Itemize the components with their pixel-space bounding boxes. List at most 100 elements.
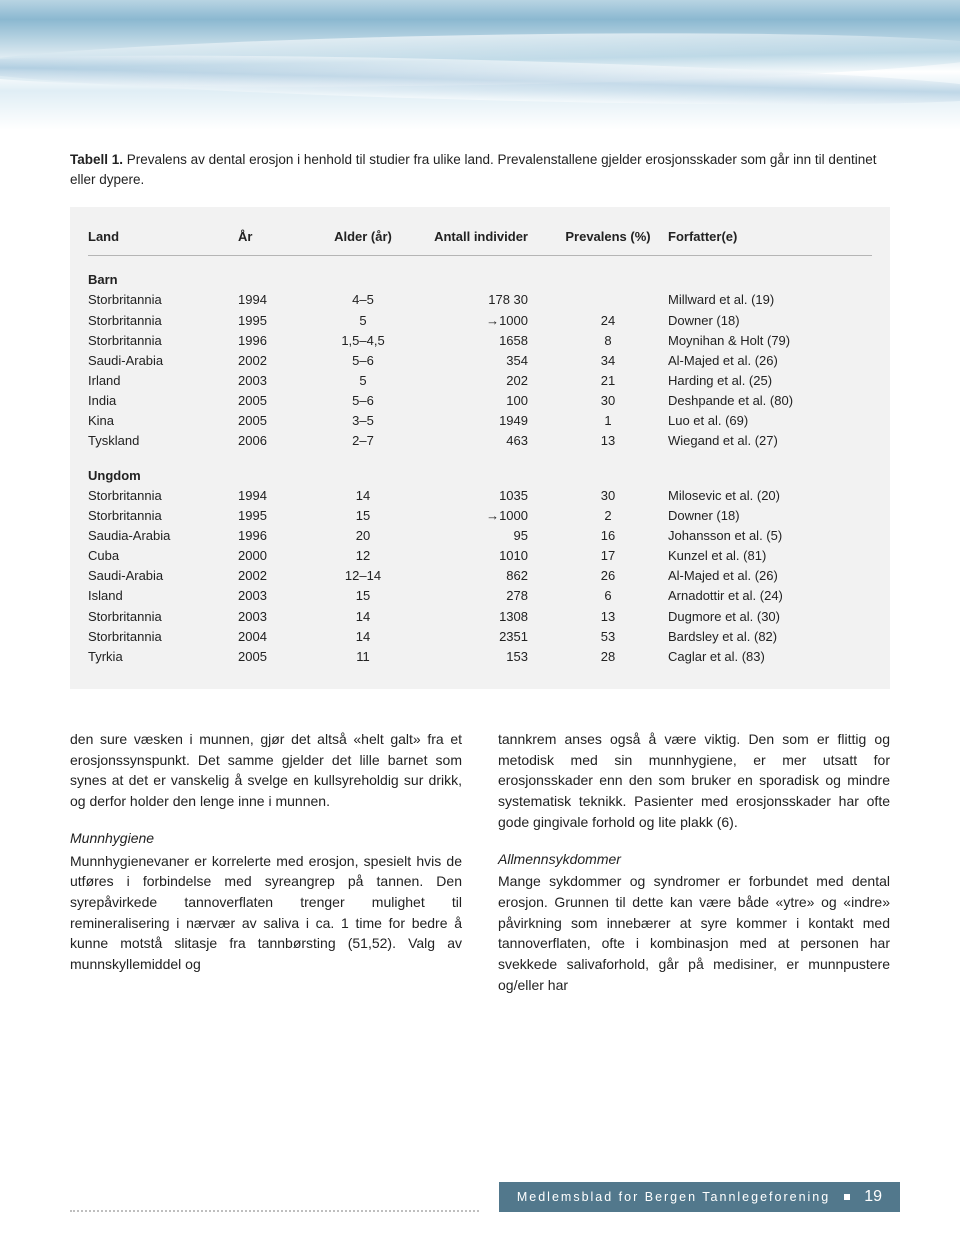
cell-prev: 13: [558, 607, 658, 627]
cell-age: 5: [308, 371, 418, 391]
right-p2: Mange sykdommer og syndromer er forbunde…: [498, 871, 890, 995]
right-subhead: Allmennsykdommer: [498, 849, 890, 870]
cell-year: 2002: [238, 351, 308, 371]
cell-auth: Downer (18): [658, 311, 872, 331]
cell-n: →1000: [418, 506, 558, 526]
table-row: Storbritannia200314130813Dugmore et al. …: [88, 607, 872, 627]
section-barn-label: Barn: [88, 270, 238, 290]
cell-age: 12: [308, 546, 418, 566]
th-age: Alder (år): [308, 227, 418, 247]
cell-land: Kina: [88, 411, 238, 431]
table-row: Storbritannia199414103530Milosevic et al…: [88, 486, 872, 506]
cell-auth: Deshpande et al. (80): [658, 391, 872, 411]
cell-n: 153: [418, 647, 558, 667]
cell-n: 354: [418, 351, 558, 371]
cell-year: 1994: [238, 486, 308, 506]
footer-page-number: 19: [864, 1188, 882, 1206]
cell-auth: Al-Majed et al. (26): [658, 566, 872, 586]
cell-prev: 30: [558, 486, 658, 506]
table-header-row: Land År Alder (år) Antall individer Prev…: [88, 217, 872, 256]
cell-age: 2–7: [308, 431, 418, 451]
cell-age: 12–14: [308, 566, 418, 586]
cell-n: 1035: [418, 486, 558, 506]
right-p1: tannkrem anses også å være viktig. Den s…: [498, 729, 890, 833]
cell-n: 202: [418, 371, 558, 391]
cell-prev: [558, 290, 658, 310]
cell-year: 2004: [238, 627, 308, 647]
table-row: Saudi-Arabia20025–635434Al-Majed et al. …: [88, 351, 872, 371]
cell-year: 2000: [238, 546, 308, 566]
cell-n: 2351: [418, 627, 558, 647]
left-p1: den sure væsken i munnen, gjør det altså…: [70, 729, 462, 812]
cell-auth: Wiegand et al. (27): [658, 431, 872, 451]
cell-prev: 2: [558, 506, 658, 526]
cell-n: →1000: [418, 311, 558, 331]
cell-auth: Milosevic et al. (20): [658, 486, 872, 506]
cell-year: 2005: [238, 647, 308, 667]
cell-prev: 17: [558, 546, 658, 566]
cell-land: Saudi-Arabia: [88, 351, 238, 371]
cell-land: Storbritannia: [88, 627, 238, 647]
footer-dots: [70, 1210, 479, 1212]
cell-land: Irland: [88, 371, 238, 391]
th-land: Land: [88, 227, 238, 247]
cell-prev: 1: [558, 411, 658, 431]
cell-auth: Kunzel et al. (81): [658, 546, 872, 566]
table-row: Storbritannia19944–5178 30Millward et al…: [88, 290, 872, 310]
left-column: den sure væsken i munnen, gjør det altså…: [70, 729, 462, 1012]
table-row: India20055–610030Deshpande et al. (80): [88, 391, 872, 411]
table-row: Storbritannia200414235153Bardsley et al.…: [88, 627, 872, 647]
footer-bar: Medlemsblad for Bergen Tannlegeforening …: [499, 1182, 900, 1212]
cell-age: 15: [308, 506, 418, 526]
table-caption: Tabell 1. Prevalens av dental erosjon i …: [70, 150, 890, 189]
cell-year: 1995: [238, 506, 308, 526]
cell-auth: Luo et al. (69): [658, 411, 872, 431]
section-ungdom-label: Ungdom: [88, 466, 238, 486]
cell-land: Tyrkia: [88, 647, 238, 667]
cell-auth: Moynihan & Holt (79): [658, 331, 872, 351]
cell-prev: 28: [558, 647, 658, 667]
cell-age: 14: [308, 607, 418, 627]
cell-age: 3–5: [308, 411, 418, 431]
left-subhead: Munnhygiene: [70, 828, 462, 849]
footer-bullet-icon: [844, 1194, 850, 1200]
table-row: Kina20053–519491Luo et al. (69): [88, 411, 872, 431]
cell-year: 2005: [238, 391, 308, 411]
table-row: Tyskland20062–746313Wiegand et al. (27): [88, 431, 872, 451]
cell-auth: Johansson et al. (5): [658, 526, 872, 546]
cell-land: Island: [88, 586, 238, 606]
th-year: År: [238, 227, 308, 247]
cell-n: 862: [418, 566, 558, 586]
cell-prev: 13: [558, 431, 658, 451]
data-table: Land År Alder (år) Antall individer Prev…: [70, 207, 890, 689]
cell-n: 95: [418, 526, 558, 546]
cell-age: 5: [308, 311, 418, 331]
cell-year: 1996: [238, 331, 308, 351]
cell-n: 1949: [418, 411, 558, 431]
cell-n: 100: [418, 391, 558, 411]
table-row: Cuba200012101017Kunzel et al. (81): [88, 546, 872, 566]
cell-n: 1010: [418, 546, 558, 566]
page-footer: Medlemsblad for Bergen Tannlegeforening …: [70, 1182, 900, 1212]
table-row: Island2003152786Arnadottir et al. (24): [88, 586, 872, 606]
table-label: Tabell 1.: [70, 152, 123, 167]
cell-age: 5–6: [308, 391, 418, 411]
section-barn: Barn: [88, 256, 872, 290]
footer-text: Medlemsblad for Bergen Tannlegeforening: [517, 1190, 830, 1204]
left-p2: Munnhygienevaner er korrelerte med erosj…: [70, 851, 462, 975]
th-prev: Prevalens (%): [558, 227, 658, 247]
cell-land: Storbritannia: [88, 486, 238, 506]
cell-auth: Harding et al. (25): [658, 371, 872, 391]
cell-age: 20: [308, 526, 418, 546]
cell-auth: Arnadottir et al. (24): [658, 586, 872, 606]
cell-year: 2002: [238, 566, 308, 586]
table-row: Storbritannia19961,5–4,516588Moynihan & …: [88, 331, 872, 351]
cell-age: 11: [308, 647, 418, 667]
cell-year: 2003: [238, 607, 308, 627]
table-row: Storbritannia19955→100024Downer (18): [88, 311, 872, 331]
page-content: Tabell 1. Prevalens av dental erosjon i …: [0, 130, 960, 1012]
cell-age: 4–5: [308, 290, 418, 310]
cell-age: 1,5–4,5: [308, 331, 418, 351]
cell-n: 278: [418, 586, 558, 606]
table-row: Storbritannia199515→10002Downer (18): [88, 506, 872, 526]
